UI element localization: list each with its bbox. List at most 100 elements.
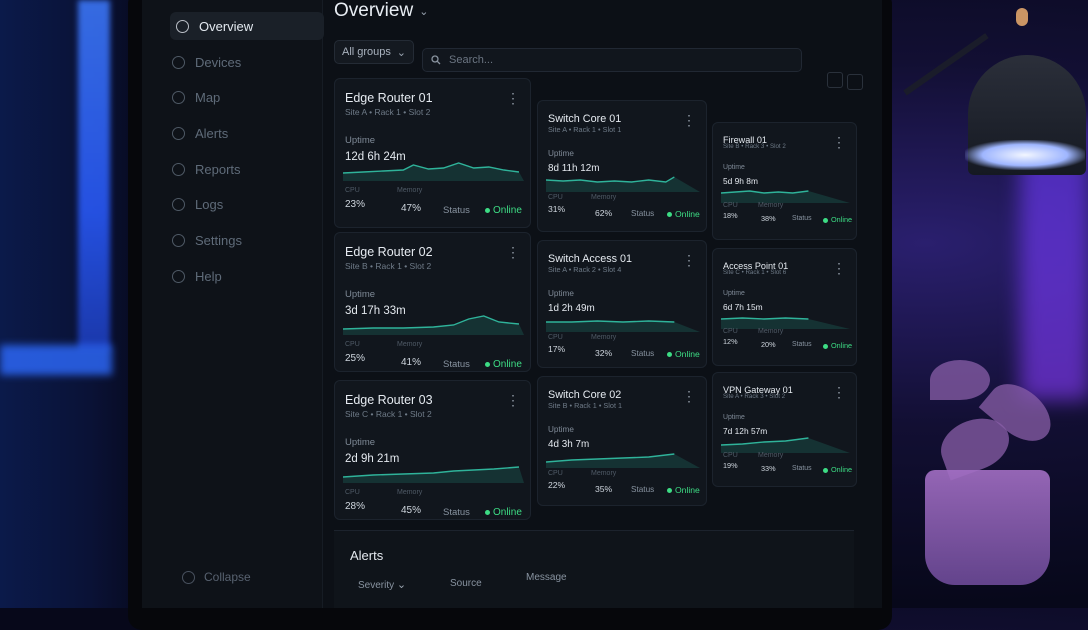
- collapse-label: Collapse: [204, 570, 251, 584]
- device-name: Switch Access 01: [548, 253, 633, 265]
- memory-label: Memory: [591, 194, 617, 201]
- plant-leaf: [930, 360, 990, 400]
- collapse-icon: [182, 570, 195, 584]
- device-card[interactable]: Firewall 01 Site B • Rack 3 • Slot 2 ⋮ U…: [712, 122, 857, 240]
- sidebar-item-help[interactable]: Help: [172, 262, 317, 290]
- kebab-menu-icon[interactable]: ⋮: [832, 260, 846, 276]
- settings-toolbar-button[interactable]: [847, 74, 863, 90]
- uptime-value: 6d 7h 15m: [723, 302, 763, 312]
- device-card[interactable]: VPN Gateway 01 Site A • Rack 3 • Slot 2 …: [712, 372, 857, 487]
- sidebar-item-reports[interactable]: Reports: [172, 155, 317, 183]
- filter-toolbar-button[interactable]: [827, 72, 843, 88]
- sidebar-item-alerts[interactable]: Alerts: [172, 119, 317, 147]
- device-card[interactable]: Access Point 01 Site C • Rack 1 • Slot 6…: [712, 248, 857, 366]
- backdrop-left-wall: [0, 0, 150, 608]
- uptime-sparkline: [343, 466, 524, 483]
- memory-label: Memory: [758, 452, 784, 459]
- device-card[interactable]: Switch Core 02 Site B • Rack 1 • Slot 1 …: [537, 376, 707, 506]
- kebab-menu-icon[interactable]: ⋮: [682, 388, 696, 404]
- device-location: Site A • Rack 1 • Slot 1: [548, 125, 622, 134]
- status-value: Online: [493, 507, 522, 518]
- status-value: Online: [675, 209, 700, 219]
- cpu-label: CPU: [548, 470, 563, 477]
- device-location: Site B • Rack 1 • Slot 1: [548, 401, 623, 410]
- device-card[interactable]: Switch Access 01 Site A • Rack 2 • Slot …: [537, 240, 707, 368]
- blue-light-shelf: [0, 345, 112, 375]
- sidebar-item-map[interactable]: Map: [172, 83, 317, 111]
- status-label: Status: [792, 465, 812, 472]
- device-card[interactable]: Edge Router 02 Site B • Rack 1 • Slot 2 …: [334, 232, 531, 372]
- gear-icon: [172, 233, 185, 247]
- device-location: Site B • Rack 1 • Slot 2: [345, 261, 432, 271]
- device-location: Site B • Rack 3 • Slot 2: [723, 143, 786, 150]
- lamp-bulb: [1016, 8, 1028, 26]
- device-name: Switch Core 02: [548, 389, 622, 401]
- kebab-menu-icon[interactable]: ⋮: [506, 90, 520, 106]
- chevron-down-icon: ⌄: [396, 579, 407, 591]
- uptime-sparkline: [721, 437, 850, 453]
- uptime-value: 3d 17h 33m: [345, 305, 406, 317]
- memory-value: 38%: [761, 214, 776, 223]
- device-location: Site C • Rack 1 • Slot 6: [723, 269, 787, 276]
- lamp-light: [965, 140, 1085, 170]
- status-badge: Online: [667, 485, 700, 495]
- kebab-menu-icon[interactable]: ⋮: [832, 384, 846, 400]
- alerts-column-severity[interactable]: Severity ⌄: [358, 578, 406, 591]
- plant-pot: [925, 470, 1050, 585]
- page-title[interactable]: Overview ⌄: [334, 0, 428, 22]
- status-badge: Online: [823, 465, 852, 474]
- status-label: Status: [443, 507, 470, 518]
- device-card[interactable]: Edge Router 01 Site A • Rack 1 • Slot 2 …: [334, 78, 531, 228]
- kebab-menu-icon[interactable]: ⋮: [682, 112, 696, 128]
- device-name: Switch Core 01: [548, 113, 622, 125]
- search-box[interactable]: [422, 48, 802, 72]
- alerts-column-source[interactable]: Source: [450, 578, 482, 589]
- memory-label: Memory: [591, 470, 617, 477]
- cpu-value: 28%: [345, 501, 366, 512]
- map-icon: [172, 90, 185, 104]
- list-icon: [172, 197, 185, 211]
- server-icon: [172, 55, 185, 69]
- uptime-label: Uptime: [723, 290, 745, 297]
- monitor-screen: Overview Devices Map Alerts Reports Logs…: [142, 0, 882, 608]
- memory-value: 35%: [595, 484, 613, 494]
- cpu-value: 31%: [548, 204, 566, 214]
- status-label: Status: [631, 485, 655, 494]
- sidebar-item-overview[interactable]: Overview: [170, 12, 324, 40]
- status-value: Online: [493, 205, 522, 216]
- status-value: Online: [831, 465, 853, 474]
- sidebar-item-label: Map: [195, 89, 221, 105]
- device-location: Site A • Rack 1 • Slot 2: [345, 107, 431, 117]
- status-value: Online: [831, 341, 853, 350]
- alerts-column-message[interactable]: Message: [526, 572, 567, 583]
- memory-value: 47%: [401, 203, 422, 214]
- kebab-menu-icon[interactable]: ⋮: [832, 134, 846, 150]
- status-label: Status: [792, 215, 812, 222]
- memory-value: 41%: [401, 357, 422, 368]
- device-card[interactable]: Switch Core 01 Site A • Rack 1 • Slot 1 …: [537, 100, 707, 232]
- kebab-menu-icon[interactable]: ⋮: [506, 244, 520, 260]
- cpu-label: CPU: [345, 341, 360, 348]
- status-badge: Online: [485, 205, 522, 216]
- kebab-menu-icon[interactable]: ⋮: [506, 392, 520, 408]
- device-name: VPN Gateway 01: [723, 385, 793, 395]
- sidebar-item-devices[interactable]: Devices: [172, 48, 317, 76]
- cpu-label: CPU: [345, 187, 360, 194]
- search-icon: [431, 55, 441, 65]
- device-name: Firewall 01: [723, 135, 767, 145]
- group-filter-select[interactable]: All groups ⌄: [334, 40, 414, 64]
- device-card[interactable]: Edge Router 03 Site C • Rack 1 • Slot 2 …: [334, 380, 531, 520]
- status-dot: [485, 361, 490, 367]
- status-label: Status: [443, 205, 470, 216]
- status-badge: Online: [485, 507, 522, 518]
- help-icon: [172, 269, 185, 283]
- search-input[interactable]: [447, 53, 751, 67]
- cpu-label: CPU: [548, 334, 563, 341]
- kebab-menu-icon[interactable]: ⋮: [682, 252, 696, 268]
- sidebar-item-logs[interactable]: Logs: [172, 190, 317, 218]
- collapse-button[interactable]: Collapse: [182, 570, 251, 584]
- sidebar-item-settings[interactable]: Settings: [172, 226, 317, 254]
- memory-value: 32%: [595, 348, 613, 358]
- cpu-value: 17%: [548, 344, 566, 354]
- uptime-label: Uptime: [345, 135, 376, 146]
